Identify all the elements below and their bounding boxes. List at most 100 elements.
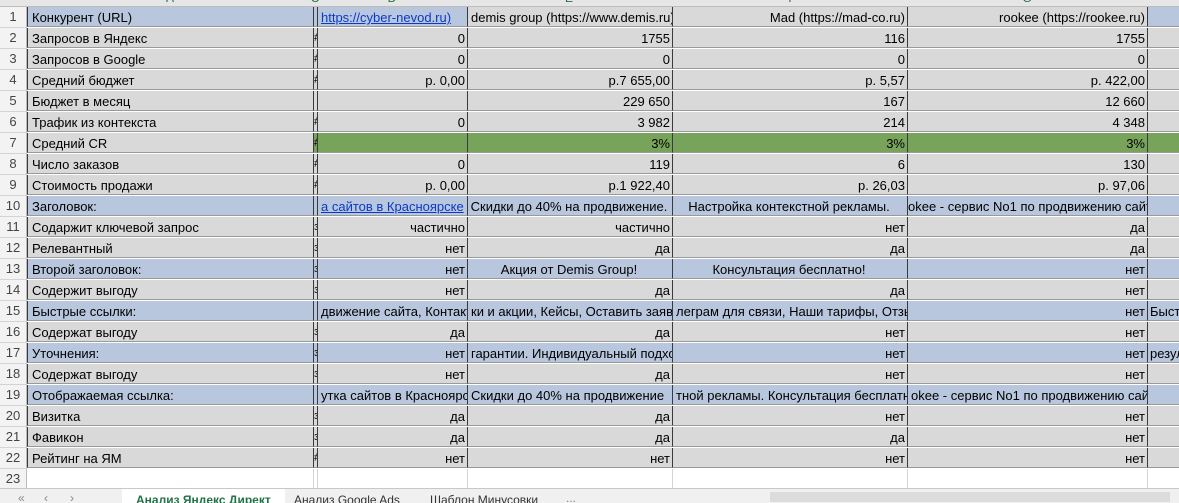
cell-c[interactable]: # — [314, 448, 318, 468]
cell-e[interactable]: да — [468, 406, 673, 426]
cell-h[interactable] — [1148, 217, 1179, 237]
cell-f[interactable]: да — [673, 427, 908, 447]
cell-g[interactable]: 1755 — [908, 28, 1148, 48]
tab-google-ads[interactable]: Анализ Google Ads — [294, 493, 400, 503]
cell-a[interactable]: Уточнения: — [27, 343, 314, 363]
cell-e[interactable]: 1755 — [468, 28, 673, 48]
cell-f[interactable]: Консультация бесплатно! — [673, 259, 908, 279]
row-number[interactable]: 17 — [0, 343, 27, 364]
more-sheets-icon[interactable]: ... — [566, 491, 577, 503]
cell-f[interactable]: нет — [673, 364, 908, 384]
cell-d[interactable]: нет — [318, 280, 468, 300]
next-sheet-nav-icon[interactable]: › — [70, 491, 74, 503]
cell-f[interactable]: Настройка контекстной рекламы. — [673, 196, 908, 216]
row-number[interactable]: 21 — [0, 427, 27, 448]
cell-h[interactable] — [1148, 259, 1179, 279]
cell-h[interactable] — [1148, 322, 1179, 342]
cell-c[interactable]: з — [314, 364, 318, 384]
row-number[interactable]: 23 — [0, 469, 27, 490]
cell-a[interactable]: Запросов в Google — [27, 49, 314, 69]
cell-a[interactable]: Бюджет в месяц — [27, 91, 314, 111]
cell-c[interactable]: # — [314, 175, 318, 195]
cell-g[interactable]: нет — [908, 364, 1148, 384]
column-header-d[interactable]: D — [385, 0, 399, 5]
cell-c[interactable]: з — [314, 238, 318, 258]
cell-f[interactable]: нет — [673, 343, 908, 363]
cell-g[interactable]: okee - сервис No1 по продвижению сайтов — [908, 196, 1148, 216]
row-number[interactable]: 10 — [0, 196, 27, 217]
row-number[interactable]: 12 — [0, 238, 27, 259]
cell-c[interactable] — [314, 385, 318, 405]
cell-f[interactable]: да — [673, 280, 908, 300]
cell-g[interactable]: р. 97,06 — [908, 175, 1148, 195]
cell-f[interactable]: нет — [673, 322, 908, 342]
cell-d-link[interactable]: а сайтов в Красноярске — [318, 196, 468, 216]
cell-g[interactable]: нет — [908, 406, 1148, 426]
cell-c[interactable]: # — [314, 154, 318, 174]
cell-f[interactable]: 3% — [673, 133, 908, 153]
cell-d[interactable]: нет — [318, 364, 468, 384]
cell-c[interactable]: з — [314, 259, 318, 279]
cell-d[interactable]: частично — [318, 217, 468, 237]
cell-e[interactable]: demis group (https://www.demis.ru) — [468, 7, 673, 27]
row-number[interactable]: 8 — [0, 154, 27, 175]
cell-d[interactable]: движение сайта, Контакты — [318, 301, 468, 321]
row-number[interactable]: 15 — [0, 301, 27, 322]
cell-h[interactable] — [1148, 7, 1179, 27]
cell-a[interactable]: Содержит выгоду — [27, 280, 314, 300]
cell-f[interactable]: 214 — [673, 112, 908, 132]
cell-a[interactable]: Визитка — [27, 406, 314, 426]
cell-a[interactable]: Второй заголовок: — [27, 259, 314, 279]
cell-g[interactable]: нет — [908, 259, 1148, 279]
cell-f[interactable]: 6 — [673, 154, 908, 174]
cell-c[interactable]: # — [314, 70, 318, 90]
cell-d[interactable]: р. 0,00 — [318, 175, 468, 195]
row-number[interactable]: 3 — [0, 49, 27, 70]
cell-d[interactable]: да — [318, 427, 468, 447]
cell-h[interactable] — [1148, 385, 1179, 405]
cell-g[interactable]: нет — [908, 322, 1148, 342]
cell-c[interactable]: з — [314, 217, 318, 237]
cell-d[interactable]: нет — [318, 448, 468, 468]
cell-a[interactable]: Заголовок: — [27, 196, 314, 216]
row-number[interactable]: 16 — [0, 322, 27, 343]
row-number[interactable]: 7 — [0, 133, 27, 154]
cell-d[interactable]: да — [318, 406, 468, 426]
first-sheet-nav-icon[interactable]: « — [18, 491, 25, 503]
cell-e[interactable] — [468, 469, 673, 489]
cell-e[interactable]: да — [468, 364, 673, 384]
row-number[interactable]: 6 — [0, 112, 27, 133]
cell-d[interactable] — [318, 469, 468, 489]
cell-d[interactable]: нет — [318, 259, 468, 279]
cell-h[interactable] — [1148, 448, 1179, 468]
cell-d[interactable]: р. 0,00 — [318, 70, 468, 90]
cell-h[interactable] — [1148, 469, 1179, 489]
cell-e[interactable]: 3% — [468, 133, 673, 153]
cell-g[interactable]: нет — [908, 427, 1148, 447]
cell-f[interactable]: 116 — [673, 28, 908, 48]
cell-e[interactable]: 229 650 — [468, 91, 673, 111]
cell-e[interactable]: да — [468, 238, 673, 258]
cell-h[interactable] — [1148, 280, 1179, 300]
cell-a[interactable]: Содаржит ключевой запрос — [27, 217, 314, 237]
cell-d[interactable]: 0 — [318, 112, 468, 132]
cell-f[interactable]: р. 26,03 — [673, 175, 908, 195]
cell-e[interactable]: р.1 922,40 — [468, 175, 673, 195]
cell-a[interactable]: Рейтинг на ЯМ — [27, 448, 314, 468]
cell-f[interactable]: нет — [673, 448, 908, 468]
cell-a[interactable] — [27, 469, 314, 489]
cell-e[interactable]: да — [468, 322, 673, 342]
cell-a[interactable]: Релевантный — [27, 238, 314, 258]
cell-e[interactable]: ки и акции, Кейсы, Оставить заявку — [468, 301, 673, 321]
cell-f[interactable]: нет — [673, 406, 908, 426]
cell-d[interactable]: нет — [318, 343, 468, 363]
row-number[interactable]: 5 — [0, 91, 27, 112]
cell-h[interactable]: резул — [1148, 343, 1179, 363]
cell-g[interactable]: rookee (https://rookee.ru) — [908, 7, 1148, 27]
row-number[interactable]: 18 — [0, 364, 27, 385]
cell-g[interactable]: да — [908, 217, 1148, 237]
cell-e[interactable]: частично — [468, 217, 673, 237]
column-header-e[interactable]: E — [562, 0, 576, 5]
cell-c[interactable]: # — [314, 28, 318, 48]
horizontal-scrollbar[interactable] — [770, 492, 1170, 502]
